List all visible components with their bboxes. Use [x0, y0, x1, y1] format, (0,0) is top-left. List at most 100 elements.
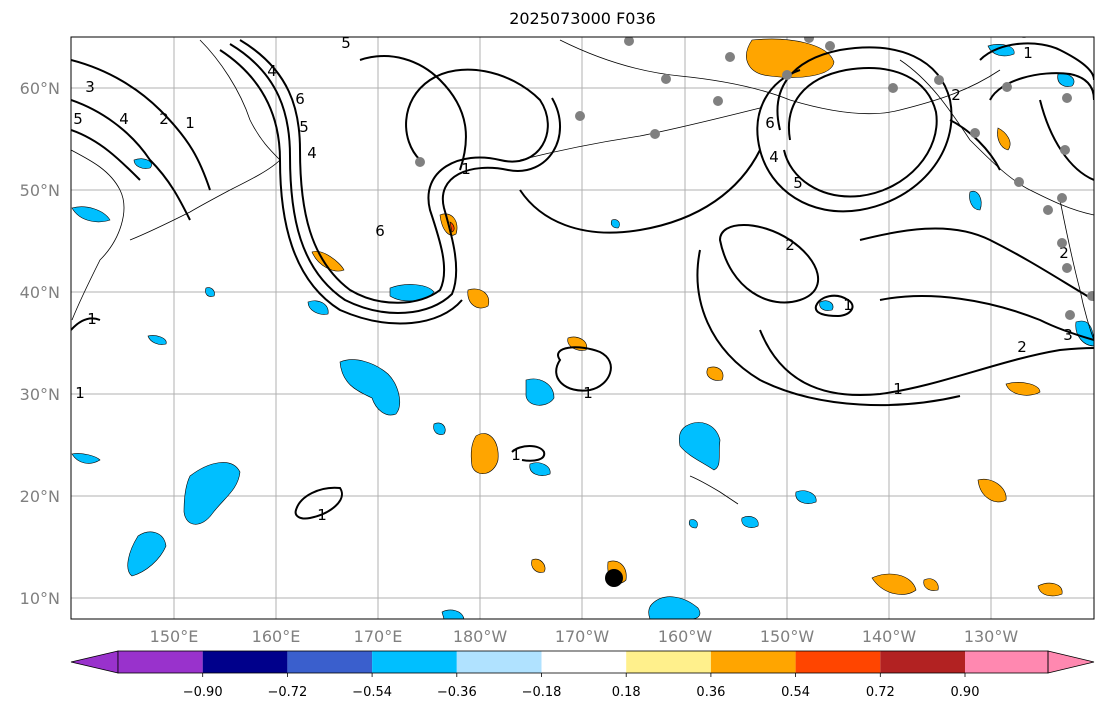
negative-patch	[339, 359, 400, 416]
negative-patch	[205, 287, 215, 297]
station-dot	[888, 83, 898, 93]
positive-patch	[997, 127, 1011, 151]
station-dot	[1060, 145, 1070, 155]
colorbar-segment	[287, 651, 373, 673]
station-dot	[1062, 93, 1072, 103]
colorbar-tick-label: 0.72	[866, 685, 895, 700]
lon-label: 170°E	[354, 627, 403, 646]
station-dot	[1014, 177, 1024, 187]
lon-label: 140°W	[862, 627, 917, 646]
contour-line	[555, 346, 612, 392]
contour-line	[718, 224, 820, 304]
station-dot	[934, 75, 944, 85]
colorbar-extend-low	[70, 650, 119, 674]
negative-patch	[610, 219, 620, 229]
colorbar-segment	[541, 651, 627, 673]
contour-label: 4	[769, 148, 779, 166]
latitude-labels: 60°N 50°N 40°N 30°N 20°N 10°N	[20, 79, 60, 608]
negative-patch	[307, 300, 329, 315]
colorbar-segment	[456, 651, 542, 673]
colorbar: −0.90 −0.72 −0.54 −0.36 −0.18 0.18 0.36 …	[70, 650, 1095, 700]
contour-line	[219, 49, 463, 325]
station-dot	[1065, 310, 1075, 320]
station-dot	[804, 37, 814, 43]
lat-label: 30°N	[20, 385, 60, 404]
negative-patch	[678, 422, 721, 471]
station-dot	[624, 37, 634, 46]
station-dot	[725, 52, 735, 62]
contour-line	[359, 55, 467, 171]
negative-patch	[433, 422, 446, 435]
station-dot	[970, 128, 980, 138]
colorbar-segment	[880, 651, 965, 673]
contour-line	[294, 486, 343, 520]
station-dot	[1087, 291, 1094, 301]
positive-patch	[531, 558, 546, 573]
coastlines	[71, 39, 1094, 505]
contour-line	[71, 129, 141, 181]
colorbar-segment	[795, 651, 881, 673]
contour-line	[949, 119, 1001, 171]
contour-line	[696, 249, 961, 407]
negative-patch	[71, 206, 111, 223]
negative-patch	[688, 519, 698, 529]
contour-label-group: 5 4 6 5 4 6 1 3 5 4 2 1 6 4 5 2 1 1 1 1 …	[73, 34, 1073, 524]
lon-label: 130°W	[964, 627, 1019, 646]
colorbar-tick-label: 0.36	[696, 685, 725, 700]
storm-marker	[605, 569, 623, 587]
negative-patch	[525, 378, 555, 406]
contour-line	[859, 227, 1094, 301]
contour-label: 5	[341, 34, 351, 52]
station-dot	[825, 41, 835, 51]
positive-patch	[871, 573, 917, 595]
colorbar-tick-label: −0.36	[437, 685, 477, 700]
positive-core	[449, 221, 455, 233]
contour-label: 2	[1017, 338, 1027, 356]
colorbar-segment	[372, 651, 457, 673]
map-title: 2025073000 F036	[509, 9, 656, 28]
canada-coast	[899, 59, 1094, 216]
kuril-islands	[129, 189, 231, 241]
lon-label: 160°E	[252, 627, 301, 646]
negative-patch	[987, 44, 1015, 57]
colorbar-tick-label: −0.90	[183, 685, 223, 700]
colorbar-extend-high	[1047, 650, 1095, 674]
longitude-labels: 150°E 160°E 170°E 180°W 170°W 160°W 150°…	[150, 627, 1019, 646]
hawaii-islands	[689, 475, 739, 505]
station-dot	[1057, 193, 1067, 203]
colorbar-tick-label: 0.18	[612, 685, 641, 700]
contour-line	[759, 329, 1094, 396]
station-dot	[1043, 205, 1053, 215]
contour-line	[783, 67, 938, 198]
positive-patch	[746, 38, 835, 78]
contour-label: 3	[85, 78, 95, 96]
negative-patch	[529, 462, 551, 476]
contour-line	[519, 149, 761, 234]
contour-label: 1	[583, 384, 593, 402]
contour-label: 2	[951, 86, 961, 104]
lon-label: 160°W	[658, 627, 713, 646]
contour-label: 1	[893, 380, 903, 398]
contour-label: 5	[793, 174, 803, 192]
contour-label: 1	[185, 114, 195, 132]
lat-label: 20°N	[20, 487, 60, 506]
contour-label: 5	[73, 110, 83, 128]
station-dot	[1002, 82, 1012, 92]
asia-coast	[71, 149, 125, 321]
station-dot	[713, 96, 723, 106]
lon-label: 180°W	[453, 627, 508, 646]
west-coast	[1059, 199, 1094, 341]
negative-patch	[133, 158, 152, 169]
colorbar-tick-label: 0.90	[951, 685, 980, 700]
contour-label: 1	[75, 384, 85, 402]
contour-label: 1	[87, 310, 97, 328]
station-dot	[415, 157, 425, 167]
contour-line	[979, 42, 1094, 81]
contour-line	[879, 295, 1094, 341]
negative-patch	[441, 609, 465, 619]
positive-patch	[977, 478, 1007, 503]
lon-label: 150°E	[150, 627, 199, 646]
contour-label: 1	[461, 160, 471, 178]
contour-label: 2	[159, 110, 169, 128]
colorbar-segment	[118, 651, 203, 673]
